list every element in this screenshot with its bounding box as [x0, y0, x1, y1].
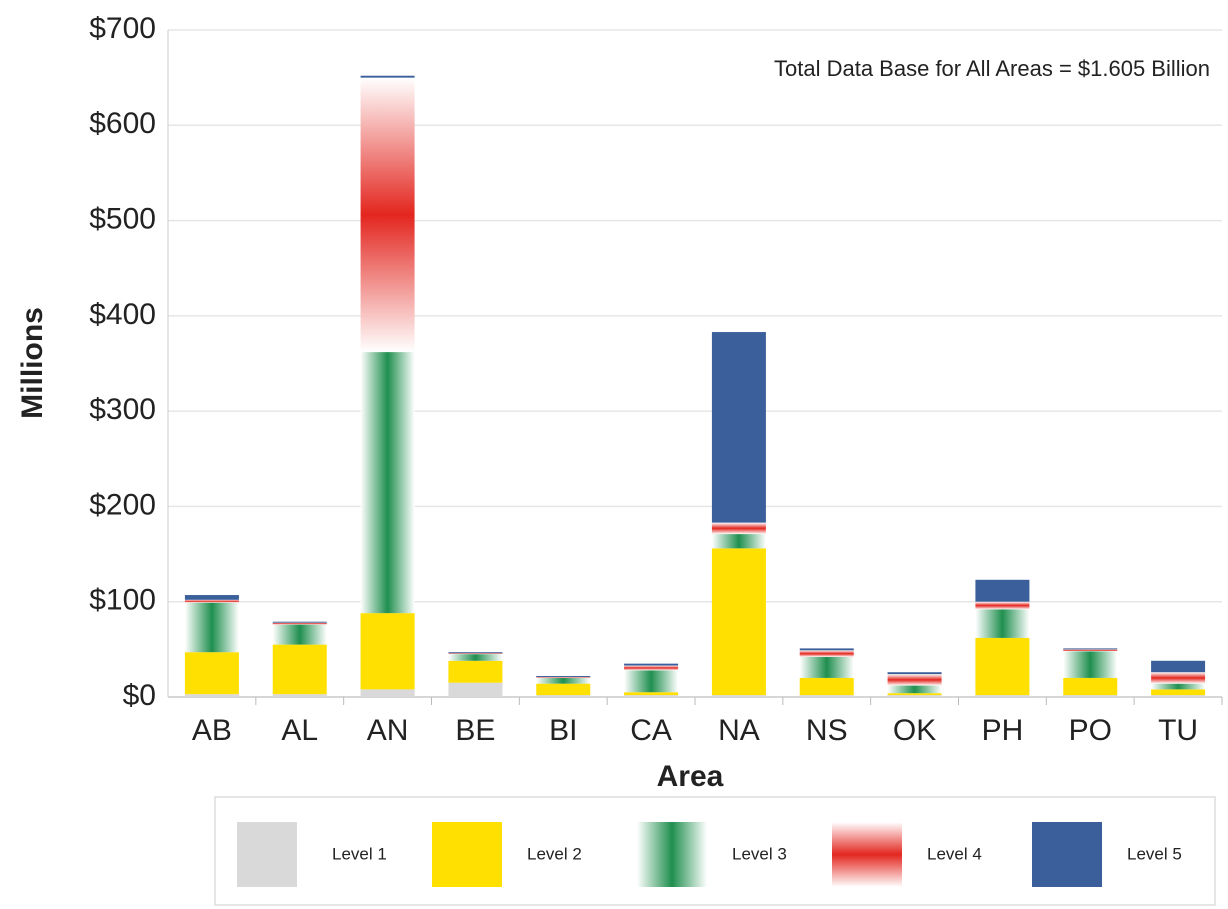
bar-segment [1151, 695, 1206, 697]
x-tick-label: AB [192, 714, 232, 747]
legend-label: Level 4 [927, 844, 982, 863]
y-tick-label: $600 [89, 107, 156, 140]
bar-segment [536, 676, 591, 677]
y-tick-label: $300 [89, 393, 156, 426]
legend-label: Level 3 [732, 844, 787, 863]
y-axis-title: Millions [16, 307, 49, 419]
bar-segment [448, 682, 503, 697]
bar-segment [184, 652, 239, 695]
bar-segment [799, 695, 854, 697]
bar-segment [536, 683, 591, 696]
bar-segment [975, 601, 1030, 610]
x-tick-label: NS [806, 714, 848, 747]
bar-segment [1151, 689, 1206, 696]
bar-segment [272, 694, 327, 697]
x-tick-label: AL [281, 714, 318, 747]
x-tick-label: PO [1069, 714, 1112, 747]
x-tick-label: CA [630, 714, 672, 747]
bar-segment [360, 352, 415, 614]
bar-segment [184, 602, 239, 653]
bar-segment [975, 637, 1030, 696]
legend-swatch [832, 822, 902, 887]
x-tick-label: PH [982, 714, 1024, 747]
bar-segment [887, 685, 942, 694]
x-tick-label: TU [1158, 714, 1198, 747]
bar-segment [799, 648, 854, 651]
bar-segment [887, 695, 942, 697]
bar-segment [799, 677, 854, 696]
bar-segment [536, 695, 591, 697]
x-tick-label: AN [367, 714, 409, 747]
legend-swatch [432, 822, 502, 887]
bar-segment [624, 670, 679, 693]
bar-segment [360, 613, 415, 690]
bar-segment [1063, 677, 1118, 696]
bar-segment [1151, 683, 1206, 690]
bar-segment [448, 652, 503, 654]
bar-segment [1151, 672, 1206, 684]
y-tick-label: $100 [89, 584, 156, 617]
x-tick-label: BE [455, 714, 495, 747]
bar-segment [975, 695, 1030, 697]
bar-segment [711, 695, 766, 697]
legend-label: Level 5 [1127, 844, 1182, 863]
y-tick-label: $400 [89, 298, 156, 331]
x-tick-label: NA [718, 714, 760, 747]
legend-swatch [237, 822, 297, 887]
bar-segment [536, 677, 591, 684]
bar-segment [536, 676, 591, 678]
bar-segment [272, 621, 327, 623]
legend-swatch [1032, 822, 1102, 887]
bar-segment [448, 660, 503, 683]
bar-segment [711, 332, 766, 523]
y-tick-label: $700 [89, 12, 156, 45]
bar-segment [448, 654, 503, 661]
annotation: Total Data Base for All Areas = $1.605 B… [774, 56, 1210, 81]
bar-segment [184, 694, 239, 697]
bar-segment [624, 665, 679, 671]
bar-segment [1063, 648, 1118, 650]
y-tick-label: $200 [89, 488, 156, 521]
bar-segment [799, 656, 854, 678]
bar-segment [975, 609, 1030, 638]
bar-segment [184, 599, 239, 603]
bar-segment [711, 534, 766, 549]
x-axis-title: Area [657, 760, 724, 793]
y-tick-label: $0 [123, 679, 156, 712]
bar-segment [272, 622, 327, 625]
bar-segment [184, 595, 239, 600]
bar-segment [272, 644, 327, 695]
bar-segment [624, 695, 679, 697]
bar-segment [887, 672, 942, 675]
bar-segment [624, 692, 679, 696]
bar-segment [1063, 649, 1118, 652]
bar-segment [975, 579, 1030, 602]
bar-segment [1151, 660, 1206, 673]
bar-segment [448, 653, 503, 655]
legend-label: Level 1 [332, 844, 387, 863]
bar-segment [887, 674, 942, 686]
bar-segment [360, 75, 415, 78]
bar-segment [711, 522, 766, 535]
bar-segment [360, 77, 415, 353]
bar-segment [360, 689, 415, 697]
bar-segment [711, 548, 766, 696]
bar-segment [1063, 695, 1118, 697]
legend-swatch [637, 822, 707, 887]
bar-segment [272, 624, 327, 645]
legend-label: Level 2 [527, 844, 582, 863]
y-tick-label: $500 [89, 202, 156, 235]
x-tick-label: OK [893, 714, 936, 747]
x-tick-label: BI [549, 714, 577, 747]
bar-segment [1063, 651, 1118, 678]
bar-segment [887, 693, 942, 696]
bar-segment [624, 663, 679, 666]
bar-segment [799, 650, 854, 657]
